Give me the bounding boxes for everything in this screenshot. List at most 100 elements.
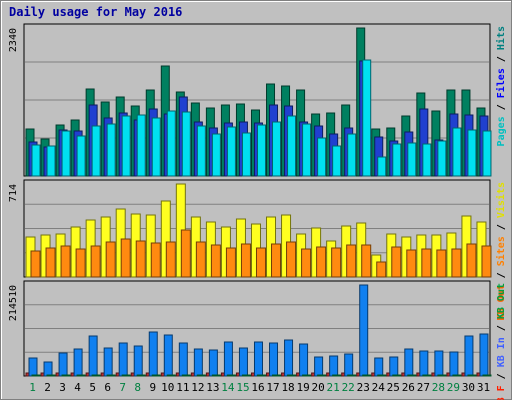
bar-kbytes-kb-in (269, 342, 279, 377)
legend-visits-part-3: / (496, 218, 507, 236)
bar-hits-pages (181, 111, 191, 177)
day-label: 11 (176, 381, 189, 394)
bar-kbytes-kb-out (302, 374, 312, 377)
bar-kbytes-kb-out (121, 374, 131, 377)
bar-kbytes-kb-out (31, 374, 41, 377)
bar-visits-sites (75, 248, 86, 278)
legend-hits: Pages / Files / Hits (495, 26, 507, 146)
legend-kbytes-part-4: KB Out (496, 283, 507, 319)
bar-kbytes-kb-out (211, 374, 221, 377)
bar-hits-pages (31, 144, 41, 177)
bar-kbytes-kb-in (238, 347, 248, 377)
bar-visits-sites (361, 244, 372, 278)
legend-kbytes-part-1: / (496, 367, 507, 385)
bar-kbytes-kb-out (46, 374, 56, 377)
bar-kbytes-kb-out (392, 374, 402, 377)
legend-visits-part-0: KB Out (496, 284, 507, 320)
legend-hits-part-0: Pages (496, 116, 507, 146)
legend-kbytes-part-2: KB In (496, 337, 507, 367)
day-label: 23 (357, 381, 370, 394)
bar-visits-sites (240, 243, 251, 278)
bar-hits-pages (302, 123, 312, 177)
day-label: 15 (236, 381, 249, 394)
bar-kbytes-kb-in (449, 351, 459, 377)
max-label-hits: 2340 (8, 28, 19, 52)
bar-hits-pages (392, 143, 402, 177)
legend-visits-part-1: / (496, 266, 507, 284)
day-label: 17 (266, 381, 279, 394)
bar-kbytes-kb-out (407, 374, 417, 377)
day-label: 1 (29, 381, 36, 394)
legend-visits-part-2: Sites (495, 236, 507, 266)
bar-kbytes-kb-in (88, 335, 98, 377)
bar-kbytes-kb-in (299, 343, 309, 377)
bar-visits-sites (105, 241, 116, 278)
bar-hits-pages (166, 110, 176, 177)
day-label: 28 (432, 381, 445, 394)
bar-kbytes-kb-in (58, 352, 68, 377)
bar-kbytes-kb-in (43, 361, 53, 377)
bar-hits-pages (91, 125, 101, 177)
day-label: 13 (206, 381, 219, 394)
bar-hits-pages (61, 130, 71, 177)
bar-visits-sites (195, 241, 206, 278)
day-label: 30 (462, 381, 475, 394)
bar-kbytes-kb-in (479, 333, 489, 377)
bar-kbytes-kb-out (61, 374, 71, 377)
bar-kbytes-kb-in (419, 350, 429, 377)
bar-kbytes-kb-out (422, 374, 432, 377)
day-label: 8 (134, 381, 141, 394)
bar-visits-sites (286, 241, 297, 278)
bar-visits-sites (301, 248, 312, 278)
day-label: 7 (119, 381, 126, 394)
bar-kbytes-kb-out (317, 374, 327, 377)
bar-kbytes-kb-out (241, 374, 251, 377)
bar-hits-pages (347, 133, 357, 177)
bar-visits-sites (30, 250, 41, 278)
bar-visits-sites (466, 243, 477, 278)
bar-kbytes-kb-out (226, 374, 236, 377)
bar-kbytes-kb-in (118, 342, 128, 377)
bar-kbytes-kb-in (193, 348, 203, 377)
chart-title: Daily usage for May 2016 (9, 5, 183, 19)
bar-kbytes-kb-in (389, 356, 399, 377)
day-label: 26 (402, 381, 415, 394)
legend-visits: KB Out / Sites / Visits (495, 182, 507, 320)
day-label: 21 (327, 381, 340, 394)
bar-hits-pages (482, 130, 492, 177)
bar-visits-sites (210, 244, 221, 278)
bar-visits-sites (225, 247, 236, 278)
bar-hits-pages (106, 123, 116, 177)
bar-kbytes-kb-in (253, 341, 263, 377)
bar-kbytes-kb-out (166, 374, 176, 377)
bar-kbytes-kb-in (404, 348, 414, 377)
bar-hits-pages (46, 145, 56, 177)
bar-kbytes-kb-in (133, 345, 143, 377)
bar-kbytes-kb-out (181, 374, 191, 377)
max-label-visits: 714 (8, 184, 19, 202)
bar-visits-sites (346, 244, 357, 278)
bar-hits-pages (452, 127, 462, 177)
bar-kbytes-kb-out (332, 374, 342, 377)
day-label: 20 (312, 381, 325, 394)
bar-hits-pages (226, 126, 236, 177)
bar-kbytes-kb-in (148, 331, 158, 377)
bar-kbytes-kb-out (151, 374, 161, 377)
bar-kbytes-kb-in (163, 334, 173, 377)
bar-hits-pages (377, 156, 387, 177)
bar-kbytes-kb-in (329, 355, 339, 377)
day-label: 18 (281, 381, 294, 394)
bar-visits-sites (451, 248, 462, 278)
bar-kbytes-kb-in (434, 350, 444, 377)
legend-hits-part-2: Files (495, 68, 507, 98)
bar-visits-sites (271, 243, 282, 278)
bar-hits-pages (76, 135, 86, 177)
bar-visits-sites (135, 240, 146, 278)
bar-hits-pages (136, 114, 146, 177)
bar-visits-sites (45, 247, 56, 278)
day-label: 25 (387, 381, 400, 394)
legend-hits-part-1: / (496, 98, 507, 116)
day-label: 24 (372, 381, 386, 394)
day-label: 9 (149, 381, 156, 394)
